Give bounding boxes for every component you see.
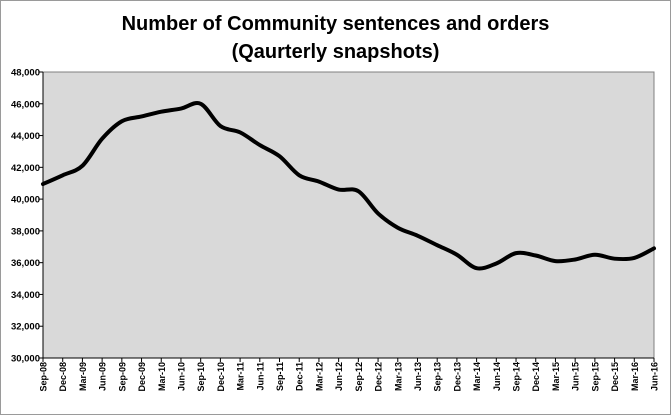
chart-title-line-2: (Qaurterly snapshots) bbox=[231, 41, 440, 63]
x-tick-label: Sep-08 bbox=[39, 362, 49, 392]
y-axis: 30,000 32,000 34,000 36,000 38,000 40,000 42,0… bbox=[11, 68, 44, 365]
y-tick-label: 48,000 bbox=[11, 68, 40, 79]
x-tick-label: Sep-13 bbox=[433, 362, 443, 392]
x-tick-label: Mar-15 bbox=[551, 362, 561, 391]
x-tick-label: Sep-15 bbox=[590, 362, 600, 392]
series-line bbox=[41, 101, 656, 271]
y-tick-label: 30,000 bbox=[11, 354, 40, 365]
x-tick-label: Dec-13 bbox=[452, 362, 462, 392]
x-tick-label: Jun-15 bbox=[571, 362, 581, 391]
x-tick-label: Jun-13 bbox=[413, 362, 423, 391]
y-tick-label: 38,000 bbox=[11, 226, 40, 237]
plot-area bbox=[42, 71, 655, 359]
x-tick-label: Dec-15 bbox=[610, 362, 620, 392]
x-tick-label: Dec-11 bbox=[295, 362, 305, 391]
x-tick-label: Jun-16 bbox=[650, 362, 660, 391]
x-tick-label: Sep-14 bbox=[512, 362, 522, 392]
x-tick-label: Mar-13 bbox=[393, 362, 403, 391]
x-tick-label: Sep-11 bbox=[275, 362, 285, 391]
x-tick-label: Dec-10 bbox=[216, 362, 226, 392]
x-tick-label: Dec-09 bbox=[137, 362, 147, 392]
x-tick-label: Jun-14 bbox=[492, 362, 502, 391]
x-axis: Sep-08 Dec-08 Mar-09 Jun-09 Sep-09 Dec-09 Mar-… bbox=[39, 357, 660, 392]
x-tick-label: Mar-10 bbox=[157, 362, 167, 391]
y-tick-label: 32,000 bbox=[11, 322, 40, 333]
chart-title-line-1: Number of Community sentences and orders bbox=[121, 13, 550, 35]
x-tick-label: Dec-14 bbox=[531, 362, 541, 392]
x-tick-label: Jun-10 bbox=[176, 362, 186, 391]
x-tick-label: Mar-09 bbox=[78, 362, 88, 391]
x-tick-label: Mar-14 bbox=[472, 362, 482, 391]
x-tick-label: Dec-08 bbox=[58, 362, 68, 392]
y-tick-label: 36,000 bbox=[11, 258, 40, 269]
y-tick-label: 44,000 bbox=[11, 131, 40, 142]
chart-title: Number of Community sentences and orders… bbox=[1, 10, 670, 66]
y-tick-label: 40,000 bbox=[11, 195, 40, 206]
x-tick-label: Mar-12 bbox=[314, 362, 324, 391]
x-tick-label: Sep-09 bbox=[117, 362, 127, 392]
x-tick-label: Sep-12 bbox=[354, 362, 364, 392]
x-tick-label: Jun-09 bbox=[98, 362, 108, 391]
x-tick-label: Jun-12 bbox=[334, 362, 344, 391]
x-tick-label: Mar-16 bbox=[630, 362, 640, 391]
x-tick-label: Jun-11 bbox=[255, 362, 265, 391]
x-tick-label: Sep-10 bbox=[196, 362, 206, 392]
y-tick-label: 46,000 bbox=[11, 99, 40, 110]
y-tick-label: 42,000 bbox=[11, 163, 40, 174]
x-tick-label: Mar-11 bbox=[236, 362, 246, 391]
x-tick-label: Dec-12 bbox=[374, 362, 384, 392]
y-tick-label: 34,000 bbox=[11, 290, 40, 301]
